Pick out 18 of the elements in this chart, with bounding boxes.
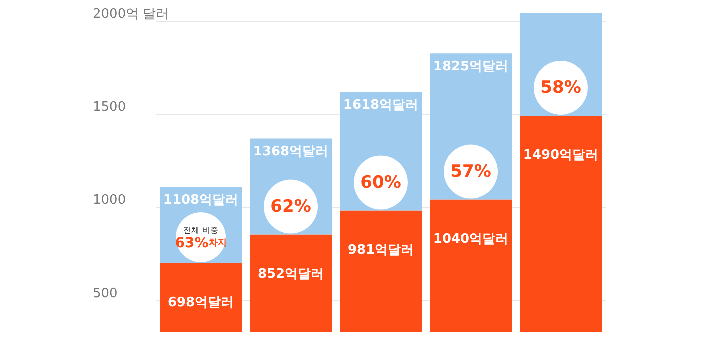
annotation: 전체 비중 63%차지 [175,226,227,252]
y-tick-label: 1500 [93,100,126,116]
total-label: 1618억달러 [343,98,419,114]
annotation: 60% [360,172,402,193]
annotation: 58% [540,78,582,98]
data-label: 698억달러 [168,295,234,310]
data-label: 981억달러 [348,242,414,258]
annotation: 62% [270,196,312,217]
data-label: 1490억달러 [523,148,599,163]
y-tick-label: 500 [93,286,118,302]
annotation: 57% [450,162,492,182]
total-label: 1108억달러 [163,193,239,208]
y-tick-label: 1000 [93,193,126,208]
total-label: 1368억달러 [253,144,329,160]
data-label: 852억달러 [258,266,324,282]
y-tick-label: 2000억 달러 [93,7,170,22]
data-label: 1040억달러 [433,232,509,247]
total-label: 1825억달러 [433,60,509,75]
